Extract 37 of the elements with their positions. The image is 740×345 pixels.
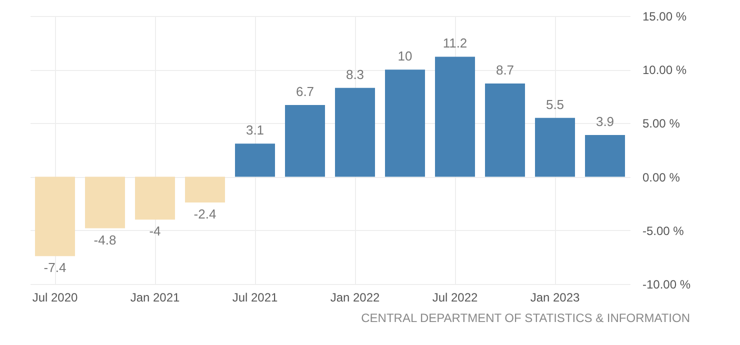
bar (35, 176, 75, 256)
bar (235, 144, 275, 177)
data-label: -2.4 (194, 206, 216, 222)
data-label: 3.1 (246, 122, 264, 138)
y-tick-label: -5.00 % (642, 224, 684, 238)
data-label: 6.7 (296, 84, 314, 99)
data-label: -4.8 (94, 232, 116, 248)
x-tick-label: Jul 2020 (32, 290, 78, 304)
data-label: 3.9 (596, 114, 614, 129)
y-tick-label: 0.00 % (642, 170, 680, 184)
bar (135, 176, 175, 220)
bar (285, 104, 325, 177)
data-label: -4 (149, 224, 161, 239)
bar (535, 118, 575, 177)
x-tick-label: Jan 2022 (330, 290, 380, 304)
data-label: 5.5 (546, 96, 564, 112)
bar (385, 70, 425, 177)
x-tick-label: Jan 2023 (530, 290, 580, 304)
y-tick-label: 10.00 % (642, 63, 687, 78)
bar (585, 134, 625, 177)
x-tick-label: Jan 2021 (130, 290, 180, 304)
y-tick-label: 5.00 % (642, 116, 680, 131)
data-label: 8.7 (496, 62, 514, 78)
y-tick-label: 15.00 % (642, 10, 687, 24)
data-label: -7.4 (44, 260, 66, 276)
y-tick-label: -10.00 % (642, 278, 691, 292)
text: CENTRAL DEPARTMENT OF STATISTICS & INFORMATION (361, 311, 690, 325)
data-label: 11.2 (442, 36, 468, 51)
bar (435, 56, 475, 177)
bar (485, 84, 525, 177)
data-label: 8.3 (346, 66, 364, 82)
data-label: 10 (398, 48, 412, 64)
bar (85, 176, 125, 228)
bar (185, 176, 225, 203)
x-tick-label: Jul 2021 (232, 290, 278, 304)
bar (335, 88, 375, 177)
x-tick-label: Jul 2022 (432, 290, 478, 304)
